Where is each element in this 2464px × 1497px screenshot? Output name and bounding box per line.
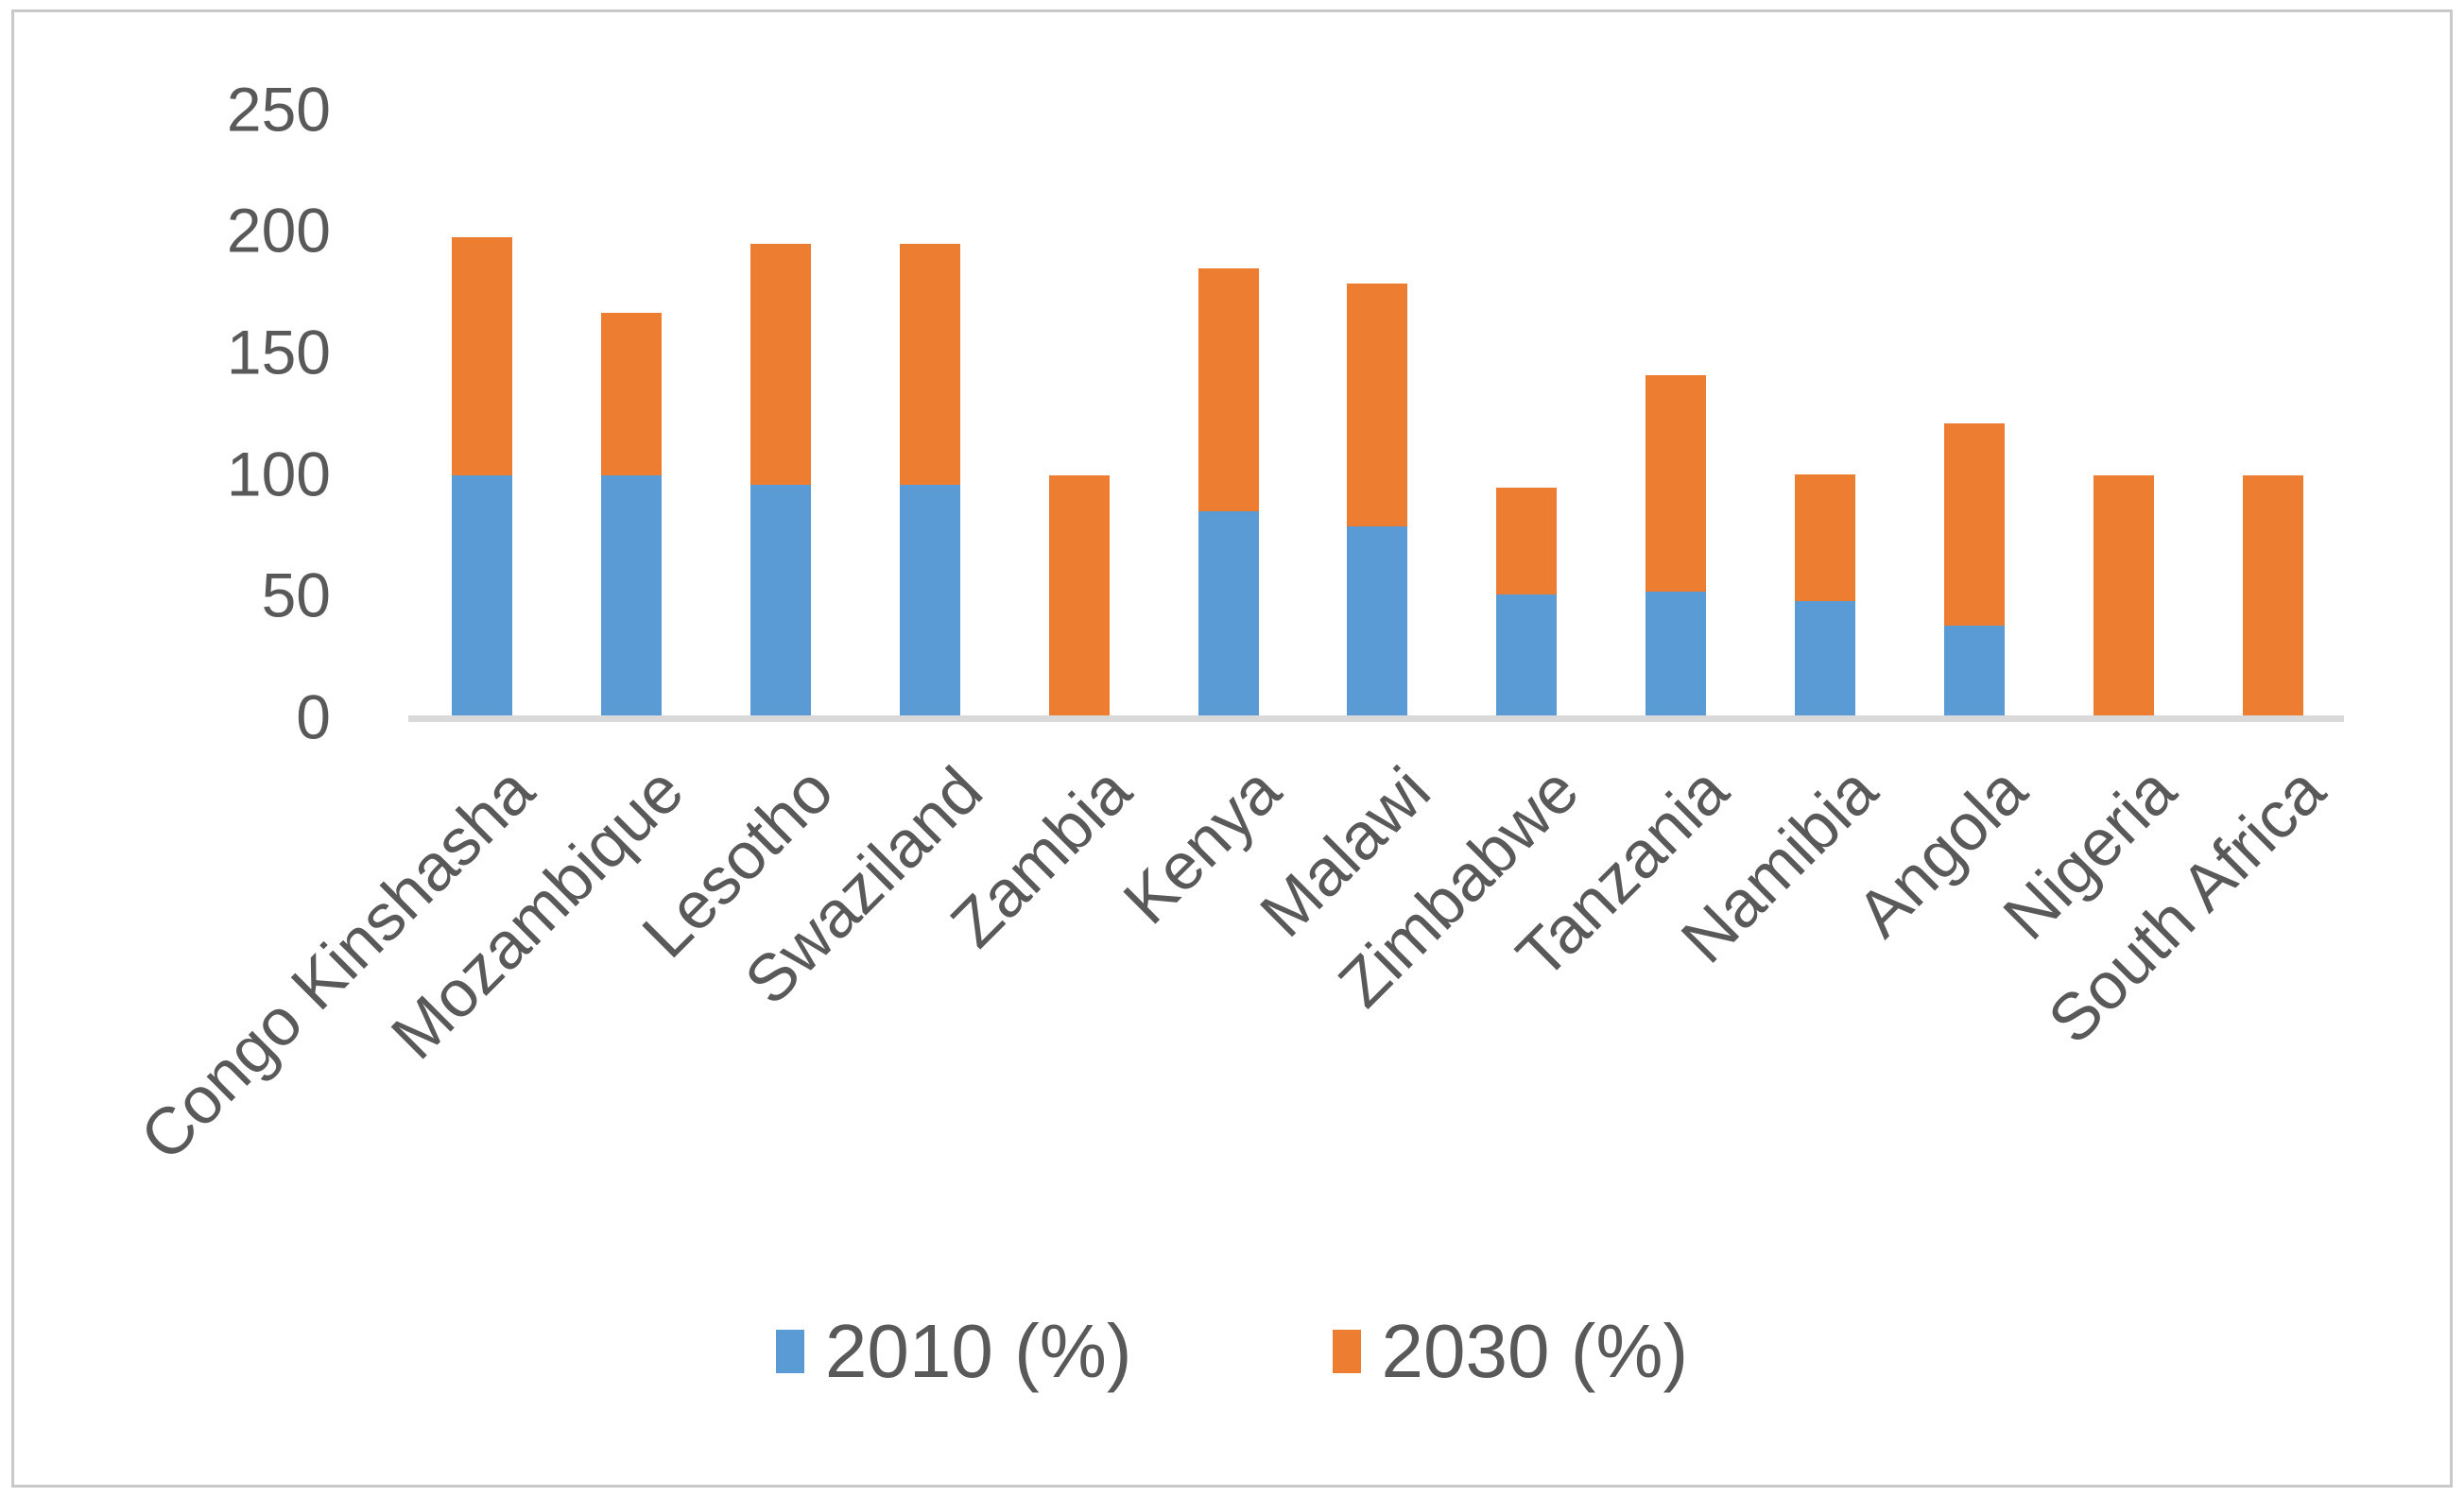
bar-segment-namibia-2030 — [1795, 474, 1855, 601]
bar-segment-namibia-2010 — [1795, 601, 1855, 718]
bar-segment-kenya-2010 — [1198, 511, 1259, 718]
bar-segment-tanzania-2010 — [1646, 592, 1706, 718]
legend-item-2030: 2030 (%) — [1332, 1308, 1689, 1395]
legend-swatch-2010 — [775, 1330, 804, 1373]
bar-segment-lesotho-2030 — [750, 244, 811, 485]
bar-segment-malawi-2030 — [1347, 284, 1407, 526]
bar-segment-zimbabwe-2030 — [1496, 488, 1557, 594]
legend: 2010 (%) 2030 (%) — [0, 1308, 2464, 1395]
bar-segment-south-africa-2030 — [2243, 475, 2303, 718]
bar-segment-tanzania-2030 — [1646, 375, 1706, 592]
bar-segment-lesotho-2010 — [750, 485, 811, 718]
bar-segment-swaziland-2010 — [900, 485, 960, 718]
y-tick-150: 150 — [226, 317, 331, 387]
y-tick-200: 200 — [226, 195, 331, 266]
bar-segment-kenya-2030 — [1198, 268, 1259, 511]
bar-segment-swaziland-2030 — [900, 244, 960, 485]
x-axis-line — [408, 715, 2344, 722]
bar-segment-congo-kinshasha-2030 — [452, 237, 512, 475]
y-tick-100: 100 — [226, 439, 331, 509]
chart-border — [11, 9, 2453, 1488]
bar-segment-angola-2010 — [1944, 626, 2005, 718]
bar-segment-congo-kinshasha-2010 — [452, 475, 512, 718]
y-tick-250: 250 — [226, 74, 331, 145]
y-tick-50: 50 — [261, 559, 331, 630]
y-tick-0: 0 — [296, 681, 331, 752]
bar-segment-malawi-2010 — [1347, 526, 1407, 718]
legend-swatch-2030 — [1332, 1330, 1361, 1373]
bar-segment-zambia-2030 — [1049, 475, 1110, 718]
legend-item-2010: 2010 (%) — [775, 1308, 1132, 1395]
bar-segment-mozambique-2030 — [601, 313, 662, 475]
bar-segment-angola-2030 — [1944, 423, 2005, 626]
legend-label-2010: 2010 (%) — [824, 1309, 1132, 1393]
bar-segment-mozambique-2010 — [601, 475, 662, 718]
legend-label-2030: 2030 (%) — [1381, 1309, 1689, 1393]
bar-segment-zimbabwe-2010 — [1496, 594, 1557, 718]
bar-segment-nigeria-2030 — [2094, 475, 2154, 718]
